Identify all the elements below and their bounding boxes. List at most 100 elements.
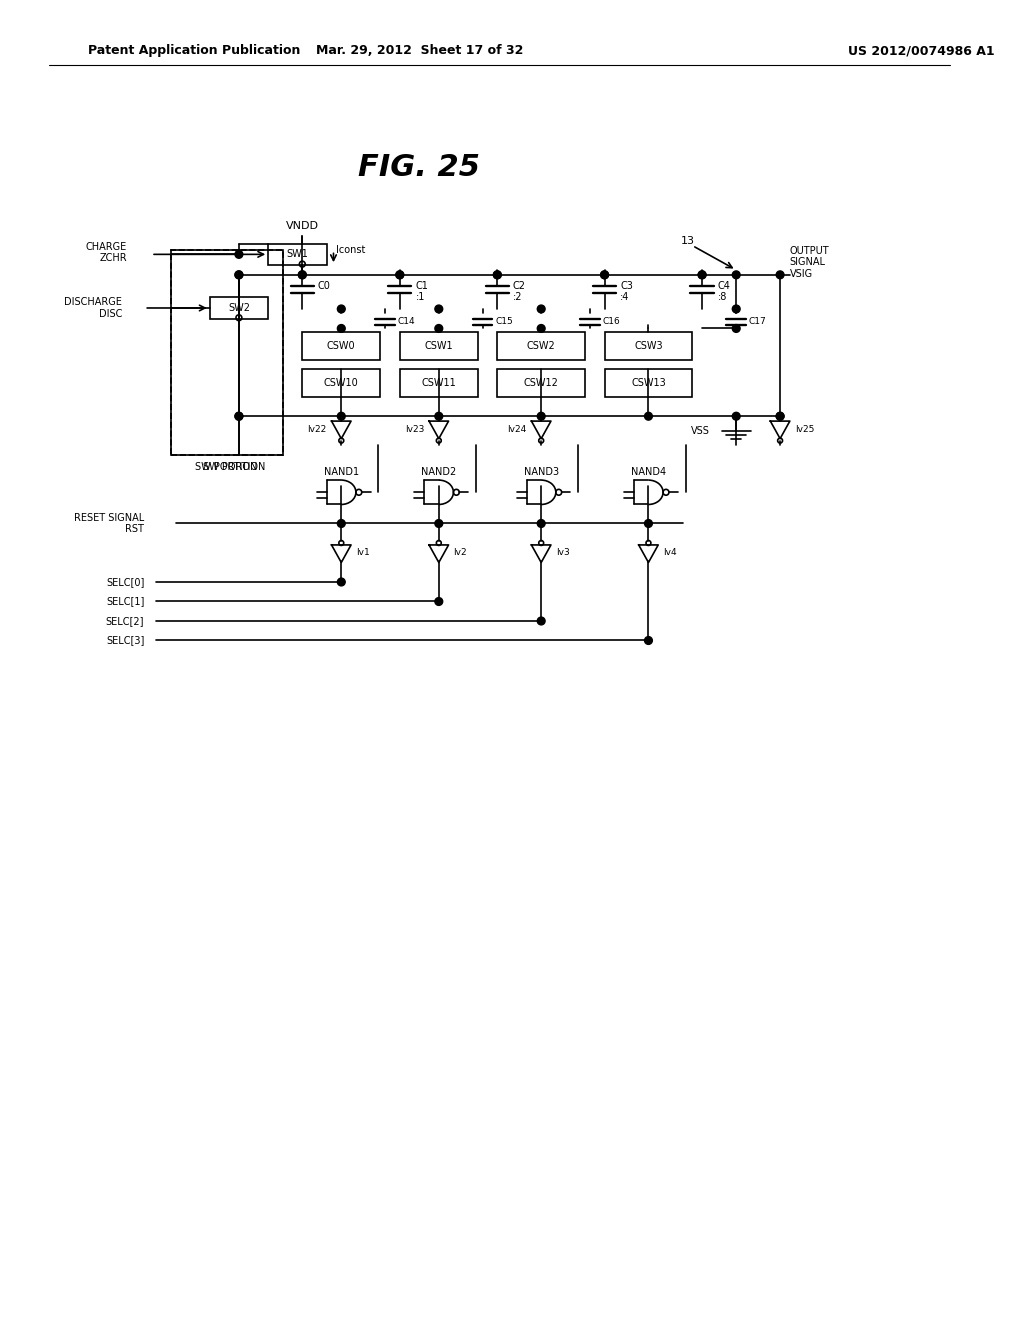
Circle shape <box>298 271 306 279</box>
Circle shape <box>435 520 442 528</box>
Text: C2: C2 <box>513 281 526 290</box>
Circle shape <box>698 271 706 279</box>
Bar <box>399 333 478 359</box>
Bar <box>302 370 380 397</box>
Text: :8: :8 <box>718 292 727 302</box>
Text: US 2012/0074986 A1: US 2012/0074986 A1 <box>848 44 995 57</box>
Circle shape <box>538 305 545 313</box>
Bar <box>399 370 478 397</box>
Text: Iv24: Iv24 <box>507 425 526 434</box>
Text: VNDD: VNDD <box>286 220 318 231</box>
Text: SW2: SW2 <box>228 304 250 313</box>
Circle shape <box>732 325 740 333</box>
Bar <box>498 370 585 397</box>
Circle shape <box>234 412 243 420</box>
Text: SELC[2]: SELC[2] <box>105 616 144 626</box>
Circle shape <box>435 412 442 420</box>
Circle shape <box>234 412 243 420</box>
Text: OUTPUT
SIGNAL
VSIG: OUTPUT SIGNAL VSIG <box>790 246 829 279</box>
Text: 13: 13 <box>681 236 694 246</box>
Text: SW1: SW1 <box>287 249 308 259</box>
Circle shape <box>396 271 403 279</box>
Text: C17: C17 <box>749 317 767 326</box>
Text: SELC[1]: SELC[1] <box>105 597 144 606</box>
Circle shape <box>538 325 545 333</box>
Circle shape <box>435 325 442 333</box>
Circle shape <box>601 271 608 279</box>
Circle shape <box>732 305 740 313</box>
Circle shape <box>337 305 345 313</box>
Bar <box>210 297 268 318</box>
Text: C3: C3 <box>621 281 633 290</box>
Text: Iv25: Iv25 <box>795 425 814 434</box>
Circle shape <box>644 520 652 528</box>
Text: Iv4: Iv4 <box>664 548 677 557</box>
Text: Iv2: Iv2 <box>454 548 467 557</box>
Bar <box>498 333 585 359</box>
Text: C4: C4 <box>718 281 730 290</box>
Circle shape <box>601 271 608 279</box>
Circle shape <box>538 412 545 420</box>
Text: Iconst: Iconst <box>337 246 366 256</box>
Text: Iv22: Iv22 <box>307 425 327 434</box>
Text: CSW1: CSW1 <box>425 341 453 351</box>
Circle shape <box>732 412 740 420</box>
Text: CHARGE
ZCHR: CHARGE ZCHR <box>86 242 127 263</box>
Circle shape <box>538 520 545 528</box>
Text: Iv3: Iv3 <box>556 548 569 557</box>
Circle shape <box>776 412 784 420</box>
Bar <box>171 251 283 455</box>
Circle shape <box>644 636 652 644</box>
Circle shape <box>732 271 740 279</box>
Text: NAND4: NAND4 <box>631 467 666 477</box>
Text: CSW12: CSW12 <box>523 378 559 388</box>
Bar <box>171 251 283 455</box>
Text: Patent Application Publication: Patent Application Publication <box>88 44 300 57</box>
Text: FIG. 25: FIG. 25 <box>358 153 480 182</box>
Text: C16: C16 <box>602 317 621 326</box>
Text: NAND1: NAND1 <box>324 467 358 477</box>
Circle shape <box>435 598 442 606</box>
Text: :1: :1 <box>416 292 425 302</box>
Circle shape <box>494 271 501 279</box>
Text: SW PORTION: SW PORTION <box>195 462 257 473</box>
Circle shape <box>234 271 243 279</box>
Circle shape <box>644 412 652 420</box>
Circle shape <box>494 271 501 279</box>
Bar <box>604 333 692 359</box>
Text: C0: C0 <box>317 281 331 290</box>
Text: :2: :2 <box>513 292 522 302</box>
Text: CSW10: CSW10 <box>324 378 358 388</box>
Text: C15: C15 <box>496 317 513 326</box>
Text: C1: C1 <box>416 281 428 290</box>
Circle shape <box>776 271 784 279</box>
Text: :4: :4 <box>621 292 630 302</box>
Circle shape <box>396 271 403 279</box>
Text: VSS: VSS <box>691 426 710 436</box>
Text: C14: C14 <box>398 317 416 326</box>
Text: NAND2: NAND2 <box>421 467 457 477</box>
Text: Iv23: Iv23 <box>404 425 424 434</box>
Circle shape <box>776 412 784 420</box>
Circle shape <box>337 578 345 586</box>
Circle shape <box>435 305 442 313</box>
Text: Iv1: Iv1 <box>356 548 370 557</box>
Circle shape <box>298 271 306 279</box>
Bar <box>604 370 692 397</box>
Text: NAND3: NAND3 <box>523 467 559 477</box>
Circle shape <box>337 325 345 333</box>
Text: CSW3: CSW3 <box>634 341 663 351</box>
Text: SELC[3]: SELC[3] <box>105 635 144 645</box>
Text: CSW2: CSW2 <box>526 341 556 351</box>
Text: CSW13: CSW13 <box>631 378 666 388</box>
Bar <box>268 244 327 265</box>
Circle shape <box>234 251 243 259</box>
Bar <box>302 333 380 359</box>
Text: DISCHARGE
DISC: DISCHARGE DISC <box>65 297 122 319</box>
Circle shape <box>538 616 545 624</box>
Text: RESET SIGNAL
RST: RESET SIGNAL RST <box>74 512 144 535</box>
Circle shape <box>337 520 345 528</box>
Text: SELC[0]: SELC[0] <box>105 577 144 587</box>
Text: SW PORTION: SW PORTION <box>203 462 265 473</box>
Circle shape <box>234 271 243 279</box>
